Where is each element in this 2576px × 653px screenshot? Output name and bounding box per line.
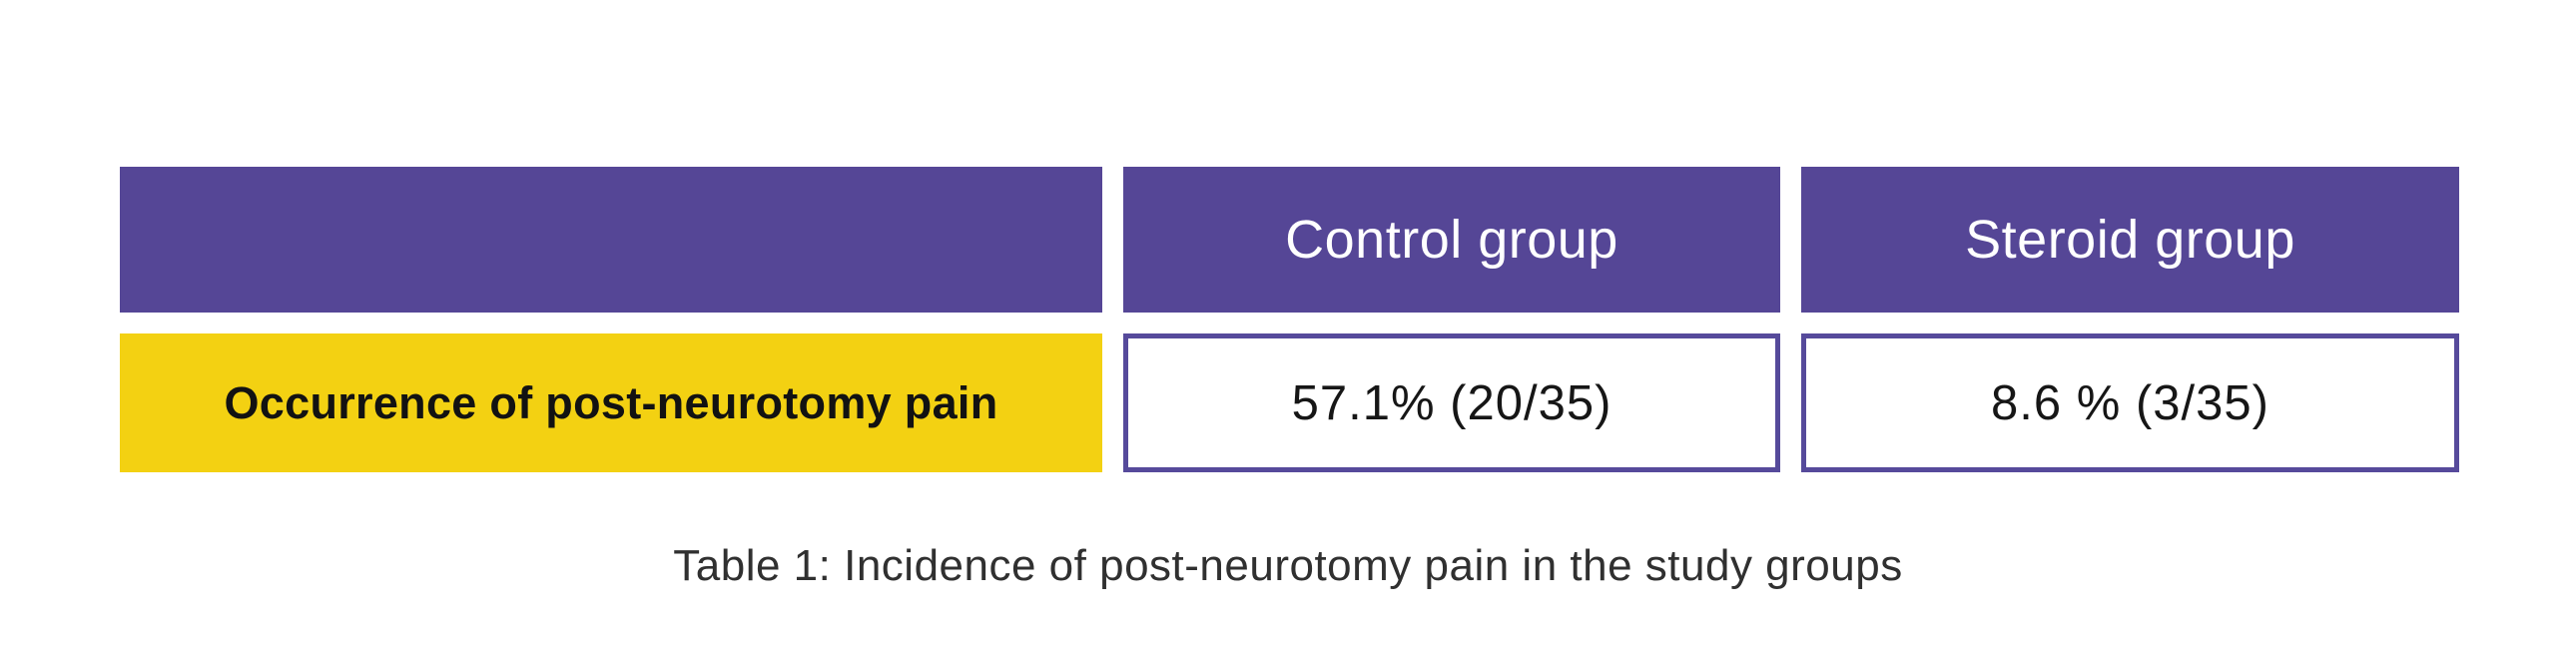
value-cell-steroid-group: 8.6 % (3/35)	[1801, 333, 2459, 472]
value-cell-control-group: 57.1% (20/35)	[1123, 333, 1780, 472]
incidence-table: Control group Steroid group Occurrence o…	[120, 167, 2459, 472]
header-cell-control-group: Control group	[1123, 167, 1780, 313]
row-label-occurrence-of-pain: Occurrence of post-neurotomy pain	[120, 333, 1102, 472]
table-caption: Table 1: Incidence of post-neurotomy pai…	[673, 541, 1903, 590]
header-cell-steroid-group: Steroid group	[1801, 167, 2459, 313]
header-cell-empty	[120, 167, 1102, 313]
